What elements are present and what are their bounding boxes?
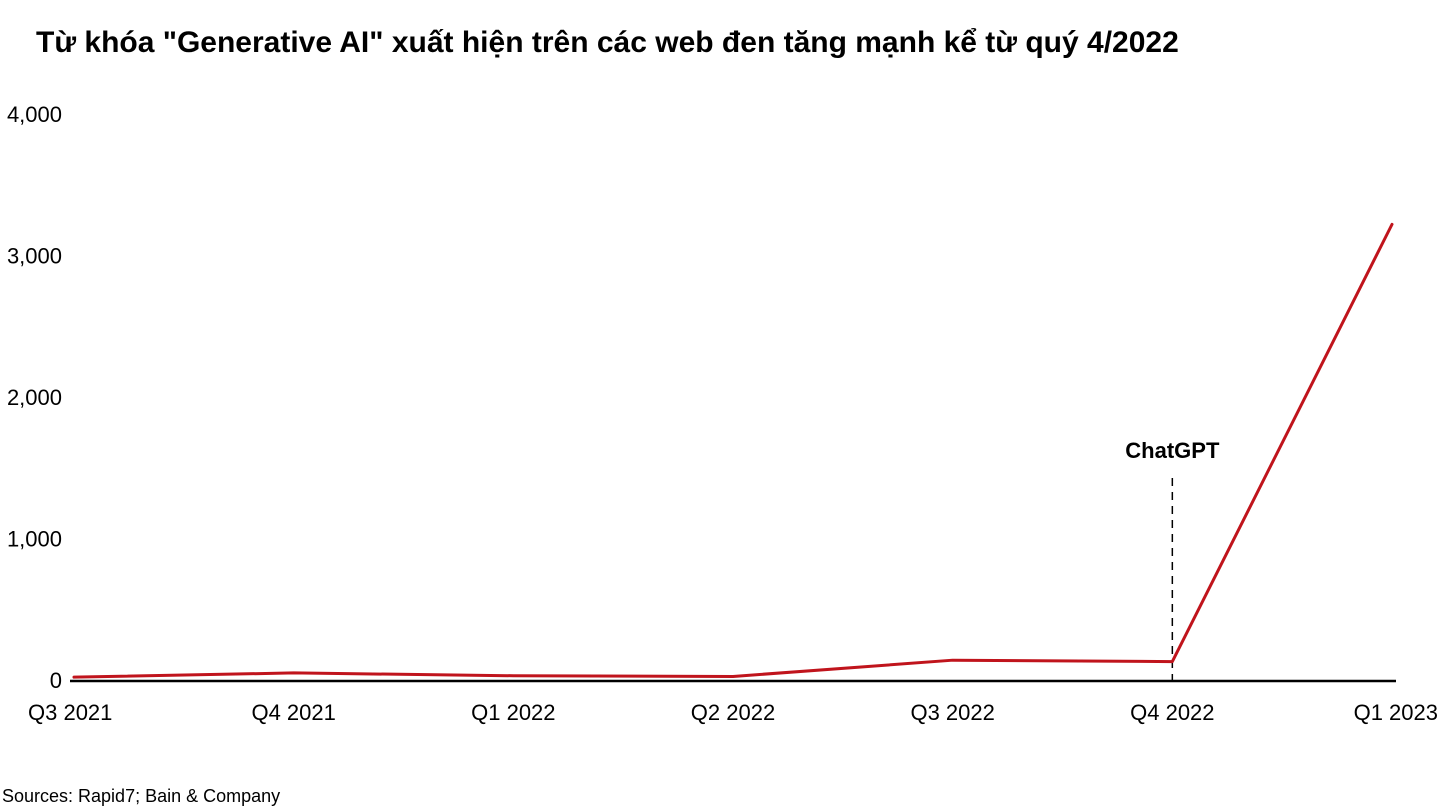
annotation-label: ChatGPT xyxy=(1125,438,1220,463)
y-tick-label: 1,000 xyxy=(7,527,62,552)
x-tick-label: Q3 2021 xyxy=(28,700,112,725)
y-tick-label: 0 xyxy=(50,668,62,693)
chart-title: Từ khóa "Generative AI" xuất hiện trên c… xyxy=(36,26,1179,59)
y-tick-label: 3,000 xyxy=(7,244,62,269)
y-axis-ticks: 0 1,000 2,000 3,000 4,000 xyxy=(7,102,62,693)
y-tick-label: 2,000 xyxy=(7,385,62,410)
series-line xyxy=(72,222,1394,679)
annotations: ChatGPT xyxy=(1125,438,1220,680)
x-tick-label: Q3 2022 xyxy=(910,700,994,725)
x-tick-label: Q2 2022 xyxy=(691,700,775,725)
x-tick-label: Q4 2022 xyxy=(1130,700,1214,725)
x-tick-label: Q1 2022 xyxy=(471,700,555,725)
x-tick-label: Q1 2023 xyxy=(1354,700,1438,725)
source-note: Sources: Rapid7; Bain & Company xyxy=(2,786,281,806)
y-tick-label: 4,000 xyxy=(7,102,62,127)
x-axis-ticks: Q3 2021 Q4 2021 Q1 2022 Q2 2022 Q3 2022 Q4 20… xyxy=(28,700,1438,725)
series-group xyxy=(72,222,1394,679)
x-tick-label: Q4 2021 xyxy=(251,700,335,725)
